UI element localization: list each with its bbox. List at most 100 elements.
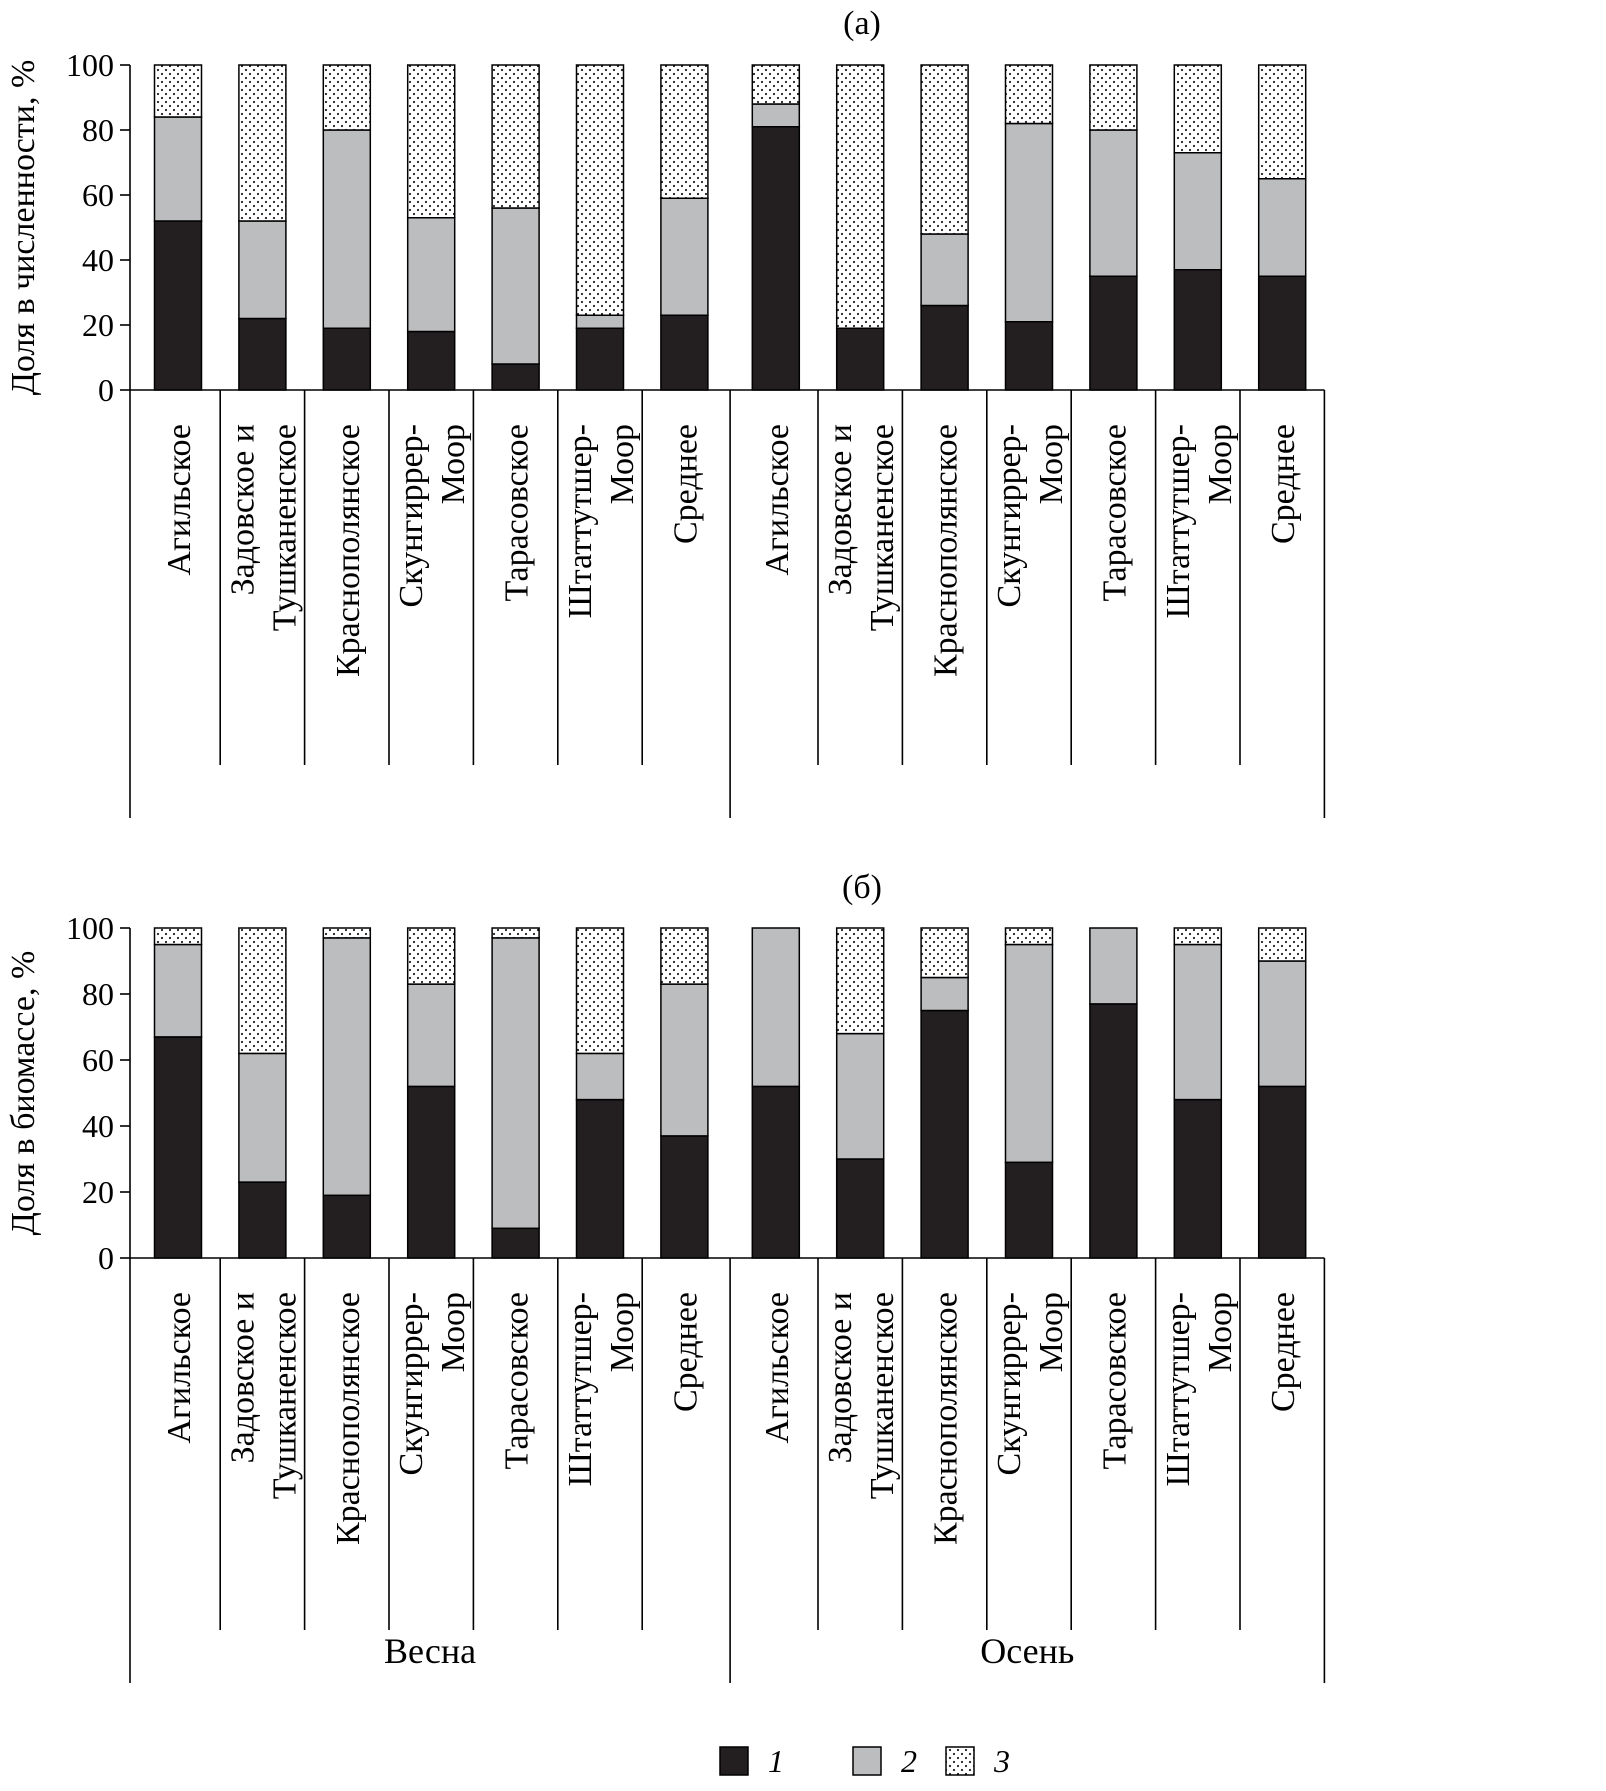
category-label-line: Краснополянское: [928, 1292, 965, 1545]
bar-segment-1: [491, 1227, 540, 1259]
category-label-line: Штаттутшер-: [562, 1292, 599, 1487]
bar-segment-3: [491, 64, 540, 209]
bar-segment-1: [835, 327, 885, 391]
bar-segment-2: [751, 927, 801, 1088]
category-label: Штаттутшер- Моор: [1160, 1292, 1239, 1487]
category-label-line: Моор: [435, 424, 472, 504]
legend-label: 2: [901, 1743, 917, 1779]
bar-segment-2: [491, 937, 540, 1230]
category-label-line: Среднее: [1265, 424, 1302, 544]
bar-segment-3: [1173, 927, 1223, 946]
bar-segment-1: [406, 330, 456, 391]
chart-title: (б): [842, 869, 882, 906]
category-label: Штаттутшер- Моор: [562, 424, 641, 619]
bar-segment-3: [835, 64, 885, 329]
category-label: Среднее: [1265, 1292, 1302, 1412]
y-tick-label: 0: [98, 1240, 114, 1276]
y-tick-label: 80: [82, 112, 114, 148]
category-label: Агильское: [161, 1292, 198, 1444]
category-label-line: Среднее: [1265, 1292, 1302, 1412]
category-label-line: Агильское: [161, 424, 198, 576]
bar-segment-2: [153, 943, 203, 1038]
category-label: Тарасовское: [499, 1292, 536, 1469]
bar-segment-3: [1089, 64, 1138, 131]
category-label-line: Краснополянское: [330, 424, 367, 677]
category-label-line: Штаттутшер-: [1160, 424, 1197, 619]
category-label-line: Скунгиррер-: [991, 1292, 1028, 1475]
bar-segment-3: [920, 927, 969, 979]
bar-segment-1: [920, 304, 969, 391]
bar-segment-3: [751, 64, 801, 105]
y-tick-label: 100: [66, 47, 114, 83]
bar-segment-1: [660, 1135, 709, 1259]
y-axis-label: Доля в численности, %: [5, 60, 42, 396]
category-label: Тарасовское: [1096, 424, 1133, 601]
bar-segment-3: [322, 927, 372, 939]
season-label: Осень: [980, 1631, 1074, 1671]
category-label: Среднее: [1265, 424, 1302, 544]
category-label: Скунгиррер- Моор: [991, 1292, 1070, 1475]
category-label-line: Штаттутшер-: [1160, 1292, 1197, 1487]
bar-segment-3: [491, 927, 540, 939]
category-label-line: Краснополянское: [928, 424, 965, 677]
bar-segment-2: [575, 314, 625, 329]
bar-segment-2: [660, 983, 709, 1137]
bar-segment-1: [920, 1009, 969, 1259]
bar-segment-1: [1257, 275, 1307, 391]
bar-segment-2: [322, 937, 372, 1197]
category-label: Краснополянское: [928, 1292, 965, 1545]
bar-segment-2: [920, 976, 969, 1012]
bar-segment-2: [322, 129, 372, 329]
bar-segment-1: [322, 1194, 372, 1259]
category-label: Краснополянское: [330, 424, 367, 677]
category-label: Задовское и Тушканенское: [822, 424, 901, 631]
category-label-line: Тарасовское: [1096, 1292, 1133, 1469]
category-label: Тарасовское: [1096, 1292, 1133, 1469]
y-tick-label: 40: [82, 1108, 114, 1144]
season-label: Весна: [384, 1631, 476, 1671]
bar-segment-2: [1173, 943, 1223, 1101]
category-label-line: Штаттутшер-: [562, 424, 599, 619]
bar-segment-1: [1173, 269, 1223, 391]
category-label-line: Среднее: [667, 424, 704, 544]
bar-segment-3: [835, 927, 885, 1035]
y-tick-label: 40: [82, 242, 114, 278]
category-label-line: Агильское: [759, 424, 796, 576]
category-label: Задовское и Тушканенское: [224, 424, 303, 631]
bar-segment-3: [575, 64, 625, 316]
bar-segment-2: [491, 207, 540, 365]
category-label: Штаттутшер- Моор: [1160, 424, 1239, 619]
bar-segment-1: [751, 126, 801, 391]
bar-segment-3: [660, 927, 709, 985]
bar-segment-2: [153, 116, 203, 222]
category-label-line: Тушканенское: [864, 424, 901, 631]
category-label-line: Задовское и: [224, 1292, 261, 1463]
bar-segment-1: [1089, 275, 1138, 391]
legend-label: 3: [993, 1743, 1010, 1779]
bar-segment-1: [1089, 1003, 1138, 1259]
chart-title: (а): [843, 5, 881, 42]
category-label-line: Агильское: [759, 1292, 796, 1444]
bar-segment-1: [238, 317, 287, 391]
bar-segment-1: [1173, 1098, 1223, 1259]
bar-segment-3: [920, 64, 969, 235]
bar-segment-2: [1173, 152, 1223, 271]
bar-segment-1: [322, 327, 372, 391]
category-label-line: Агильское: [161, 1292, 198, 1444]
bar-segment-2: [1089, 129, 1138, 277]
bar-segment-2: [1257, 178, 1307, 277]
bar-segment-3: [575, 927, 625, 1055]
legend: 1 2 3: [719, 1743, 1010, 1779]
category-label-line: Тушканенское: [266, 1292, 303, 1499]
y-tick-label: 0: [98, 372, 114, 408]
category-label: Задовское и Тушканенское: [224, 1292, 303, 1499]
category-label: Среднее: [667, 424, 704, 544]
bar-segment-2: [835, 1032, 885, 1160]
category-label-line: Моор: [604, 1292, 641, 1372]
category-label: Агильское: [759, 1292, 796, 1444]
bar-segment-1: [1004, 1161, 1054, 1259]
bar-segment-1: [660, 314, 709, 391]
legend-swatch-3: [945, 1746, 975, 1776]
y-tick-label: 60: [82, 177, 114, 213]
